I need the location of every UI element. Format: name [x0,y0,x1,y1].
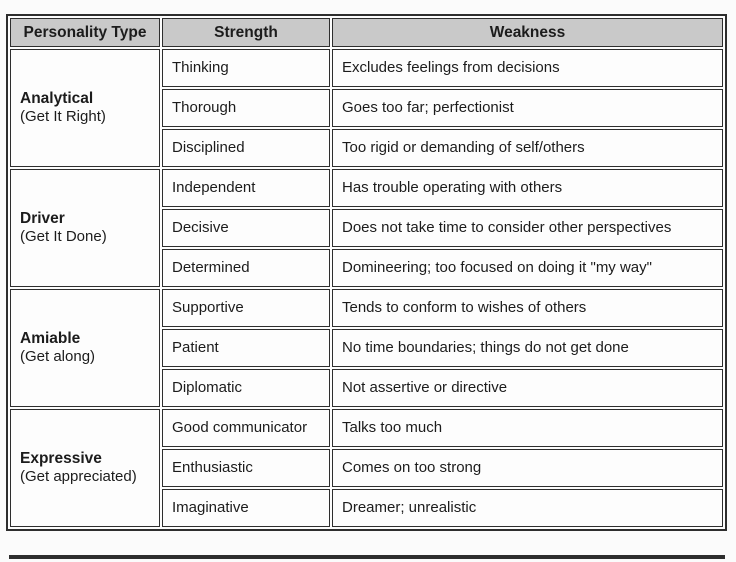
weakness-cell: Too rigid or demanding of self/others [332,129,723,167]
type-cell-analytical: Analytical (Get It Right) [10,49,160,167]
strength-cell: Enthusiastic [162,449,330,487]
type-cell-amiable: Amiable (Get along) [10,289,160,407]
strength-cell: Good communicator [162,409,330,447]
bottom-divider [9,555,725,559]
type-name: Analytical [20,89,94,107]
weakness-cell: Does not take time to consider other per… [332,209,723,247]
type-subtitle: (Get It Done) [20,228,107,246]
weakness-cell: No time boundaries; things do not get do… [332,329,723,367]
header-cell-personality-type: Personality Type [10,18,160,47]
strength-cell: Independent [162,169,330,207]
type-name: Driver [20,209,65,227]
strength-cell: Decisive [162,209,330,247]
header-cell-strength: Strength [162,18,330,47]
strength-cell: Patient [162,329,330,367]
strength-cell: Supportive [162,289,330,327]
table-row: Imaginative Dreamer; unrealistic [10,489,723,527]
table-row: Enthusiastic Comes on too strong [10,449,723,487]
table-row: Disciplined Too rigid or demanding of se… [10,129,723,167]
type-subtitle: (Get appreciated) [20,468,137,486]
weakness-cell: Talks too much [332,409,723,447]
type-cell-expressive: Expressive (Get appreciated) [10,409,160,527]
table-row: Diplomatic Not assertive or directive [10,369,723,407]
strength-cell: Thinking [162,49,330,87]
table-row: Expressive (Get appreciated) Good commun… [10,409,723,527]
header-cell-weakness: Weakness [332,18,723,47]
table-row: Determined Domineering; too focused on d… [10,249,723,287]
strength-cell: Disciplined [162,129,330,167]
table-row: Amiable (Get along) Supportive Tends to … [10,289,723,407]
weakness-cell: Goes too far; perfectionist [332,89,723,127]
type-name: Expressive [20,449,102,467]
type-name: Amiable [20,329,81,347]
weakness-cell: Not assertive or directive [332,369,723,407]
strength-cell: Diplomatic [162,369,330,407]
strength-cell: Thorough [162,89,330,127]
strength-cell: Imaginative [162,489,330,527]
weakness-cell: Dreamer; unrealistic [332,489,723,527]
type-subtitle: (Get It Right) [20,108,106,126]
table-row: Decisive Does not take time to consider … [10,209,723,247]
weakness-cell: Comes on too strong [332,449,723,487]
strength-cell: Determined [162,249,330,287]
type-cell-driver: Driver (Get It Done) [10,169,160,287]
weakness-cell: Tends to conform to wishes of others [332,289,723,327]
table-row: Patient No time boundaries; things do no… [10,329,723,367]
table-row: Analytical (Get It Right) Thinking Exclu… [10,49,723,167]
weakness-cell: Excludes feelings from decisions [332,49,723,87]
type-subtitle: (Get along) [20,348,96,366]
weakness-cell: Has trouble operating with others [332,169,723,207]
personality-table: Personality Type Strength Weakness Analy… [6,14,727,531]
table-row: Driver (Get It Done) Independent Has tro… [10,169,723,287]
weakness-cell: Domineering; too focused on doing it "my… [332,249,723,287]
header-row: Personality Type Strength Weakness [10,18,723,47]
table-row: Thorough Goes too far; perfectionist [10,89,723,127]
